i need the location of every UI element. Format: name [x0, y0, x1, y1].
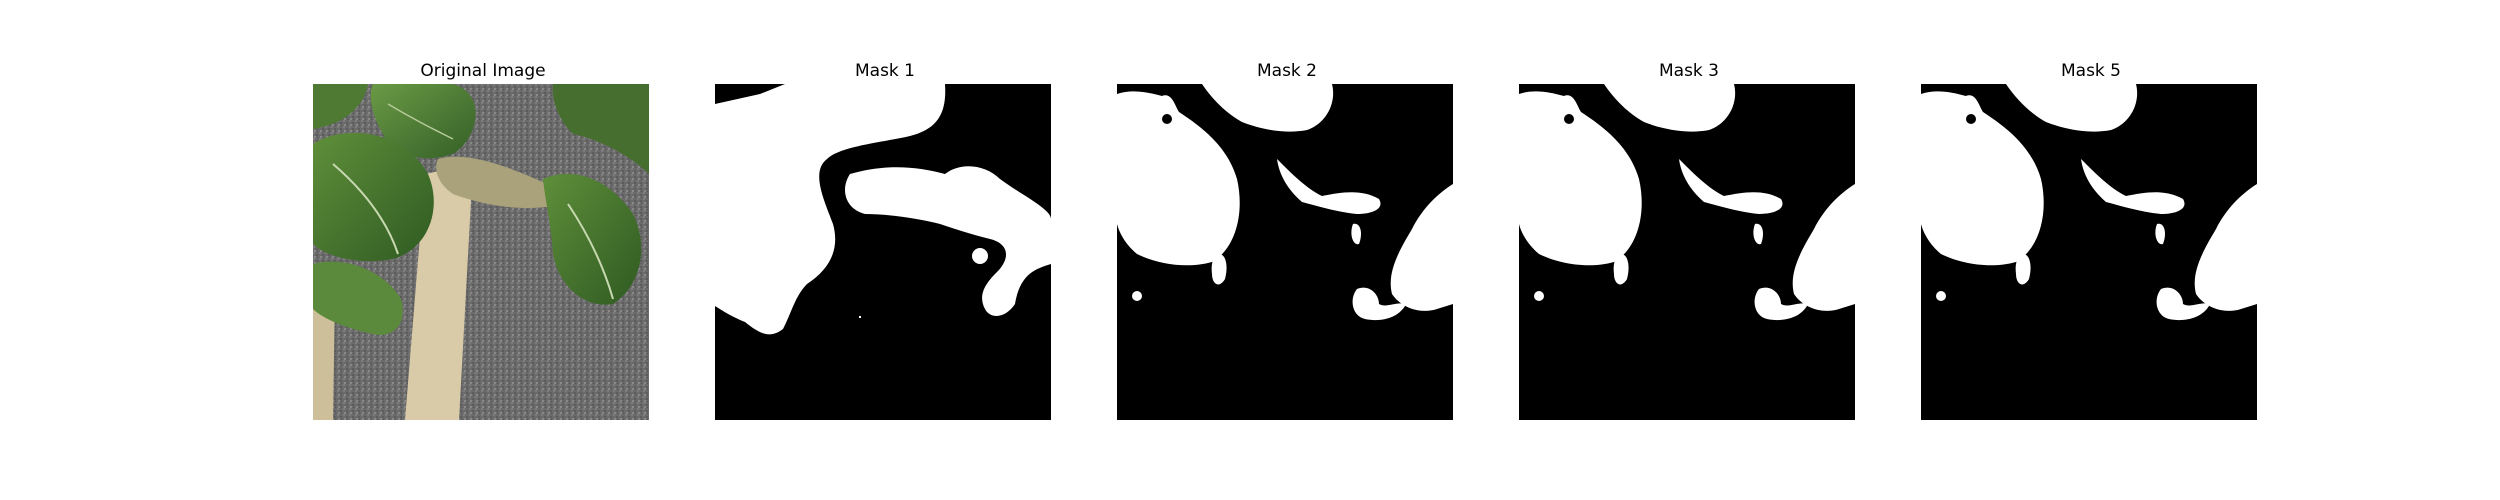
- panel-title: Original Image: [420, 61, 546, 81]
- panel-mask-1: Mask 1: [715, 58, 1055, 420]
- panel-title: Mask 1: [854, 61, 915, 81]
- panel-mask-3: Mask 3: [1519, 58, 1859, 420]
- mask-2-image: [1117, 84, 1453, 420]
- mask-3-image: [1519, 84, 1855, 420]
- panel-title: Mask 5: [2060, 61, 2121, 81]
- panel-title: Mask 2: [1256, 61, 1317, 81]
- panel-title: Mask 3: [1658, 61, 1719, 81]
- mask-1-image: [715, 84, 1051, 420]
- mask-5-image: [1921, 84, 2257, 420]
- original-photo: [313, 84, 649, 420]
- panel-original-image: Original Image: [313, 58, 653, 420]
- panel-mask-5: Mask 5: [1921, 58, 2261, 420]
- panel-mask-2: Mask 2: [1117, 58, 1457, 420]
